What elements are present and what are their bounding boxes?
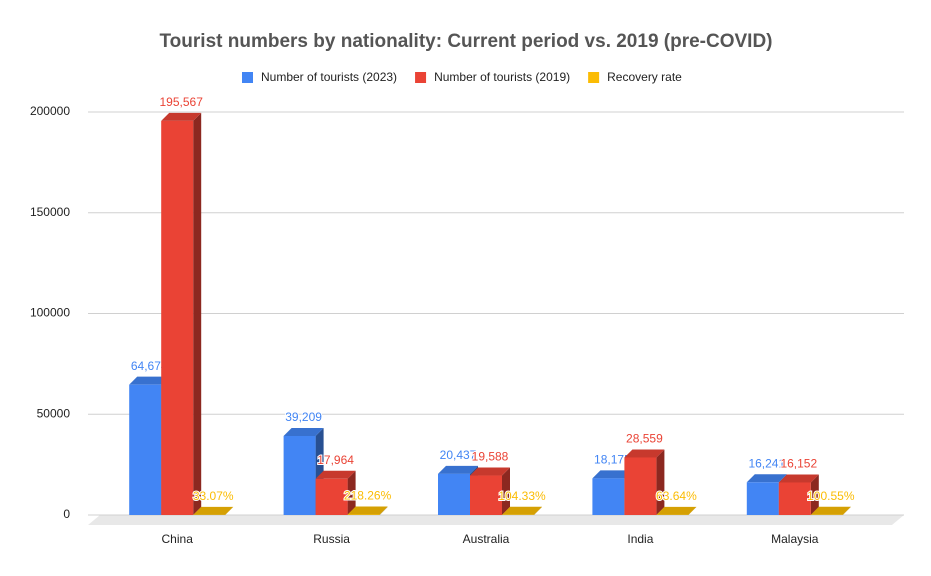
bar-top [347,506,388,515]
bar-top [656,506,697,515]
x-tick-label: China [162,532,194,546]
bar-front [129,384,162,515]
bar-front [624,457,657,515]
data-label: 16,241 [748,456,785,470]
y-tick-label: 0 [63,507,70,521]
data-label: 28,559 [626,432,663,446]
bar-front [746,482,779,515]
bar-front [592,478,625,515]
legend: Number of tourists (2023) Number of touri… [242,70,682,84]
legend-swatch [242,72,253,83]
chart-title: Tourist numbers by nationality: Current … [159,31,772,52]
bar-front [283,435,316,515]
x-tick-label: Malaysia [771,532,819,546]
bar-top [193,506,234,515]
data-label: 19,588 [472,450,509,464]
bar [283,427,324,515]
floor [88,515,904,525]
bar-front [778,482,811,515]
bar [193,506,234,515]
bar-top [624,449,665,458]
y-tick-label: 100000 [30,306,70,320]
bar-top [470,467,510,476]
legend-swatch [588,72,600,83]
data-label: 218.26% [344,489,392,503]
legend-swatch [415,72,427,83]
bar-top [746,474,787,483]
y-tick-label: 50000 [37,406,71,420]
bar-front [315,478,348,515]
bar [470,467,510,515]
bar [656,506,697,515]
x-tick-label: India [627,532,653,546]
bar [810,506,851,515]
legend-label: Recovery rate [607,70,682,84]
bar [502,506,542,515]
bar-top [502,506,542,515]
legend-label: Number of tourists (2023) [261,70,397,84]
data-label: 16,152 [780,457,817,471]
bar [624,449,665,515]
bar-front [161,120,194,515]
bar-side [347,470,356,515]
data-label: 20,437 [440,448,477,462]
bar-side [842,506,851,515]
data-label: 33.07% [193,489,234,503]
bar-top [129,376,170,385]
bar-top [592,470,633,479]
bar-side [193,112,202,515]
bar-top [283,427,324,436]
data-label: 195,567 [160,95,204,109]
bar-side [225,506,234,515]
bar-top [810,506,851,515]
bar [746,474,787,515]
y-tick-label: 150000 [30,205,70,219]
bar [315,470,356,515]
bar [161,112,202,515]
data-label: 100.55% [807,489,855,503]
x-tick-label: Russia [313,532,350,546]
bar-side [656,449,665,515]
bar-side [379,506,388,515]
data-label: 17,964 [317,453,354,467]
bar [347,506,388,515]
x-tick-label: Australia [463,532,510,546]
bar-top [161,112,202,121]
bar-top [778,474,819,483]
bar-top [315,470,356,479]
data-label: 39,209 [285,410,322,424]
bar-top [438,465,478,474]
bar-side [810,474,819,515]
bar-side [502,467,510,515]
bar-side [688,506,697,515]
bar-front [438,473,470,515]
y-tick-label: 200000 [30,104,70,118]
legend-label: Number of tourists (2019) [434,70,570,84]
data-label: 64,674 [131,359,168,373]
bar-front [470,475,502,515]
bar-side [534,506,542,515]
data-label: 18,175 [594,453,631,467]
bar [778,474,819,515]
data-label: 63.64% [656,489,697,503]
data-label: 104.33% [498,489,546,503]
